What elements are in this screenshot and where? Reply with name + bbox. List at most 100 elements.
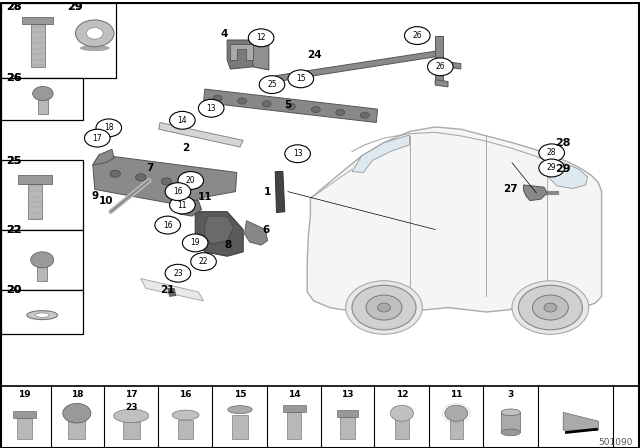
Text: 22: 22 [199, 257, 208, 266]
Bar [22, 17, 53, 25]
Circle shape [287, 103, 296, 110]
Circle shape [170, 196, 195, 214]
Text: 29: 29 [67, 2, 83, 12]
Circle shape [352, 285, 416, 330]
Text: 11: 11 [178, 201, 187, 210]
Polygon shape [168, 289, 176, 297]
Polygon shape [195, 212, 243, 256]
Bar [178, 420, 193, 439]
Text: 20: 20 [6, 285, 22, 295]
Text: 23: 23 [173, 269, 183, 278]
Text: 1: 1 [264, 187, 271, 197]
Circle shape [31, 252, 54, 268]
Text: 20: 20 [186, 176, 196, 185]
Text: 15: 15 [234, 390, 246, 399]
Circle shape [33, 86, 53, 101]
FancyBboxPatch shape [1, 78, 83, 121]
Circle shape [248, 29, 274, 47]
Circle shape [161, 178, 172, 185]
Ellipse shape [228, 405, 252, 414]
Polygon shape [141, 279, 204, 301]
Circle shape [178, 172, 204, 190]
Circle shape [518, 285, 582, 330]
Text: 10: 10 [99, 196, 113, 207]
Circle shape [191, 253, 216, 271]
Circle shape [539, 159, 564, 177]
Text: 4: 4 [220, 29, 228, 39]
Text: 25: 25 [6, 155, 22, 166]
Text: 9: 9 [91, 191, 99, 201]
Text: 19: 19 [18, 390, 31, 399]
Bar [340, 417, 355, 439]
Ellipse shape [35, 313, 49, 317]
Text: 28: 28 [6, 2, 22, 12]
Text: 13: 13 [206, 104, 216, 113]
Text: 17: 17 [92, 134, 102, 142]
Text: 17: 17 [125, 390, 138, 399]
Polygon shape [563, 412, 598, 430]
Text: 28: 28 [6, 2, 22, 12]
Text: 26: 26 [412, 31, 422, 40]
Text: 16: 16 [173, 187, 183, 196]
Circle shape [311, 107, 320, 112]
Polygon shape [307, 127, 602, 312]
Circle shape [259, 76, 285, 94]
Text: 22: 22 [6, 224, 22, 235]
Circle shape [170, 112, 195, 129]
Circle shape [165, 264, 191, 282]
Circle shape [512, 281, 589, 334]
Circle shape [532, 295, 568, 320]
Circle shape [84, 129, 110, 147]
Ellipse shape [172, 410, 199, 420]
Text: 22: 22 [6, 224, 22, 235]
Text: 6: 6 [262, 224, 269, 234]
Text: 2: 2 [182, 143, 189, 153]
Polygon shape [547, 160, 588, 189]
Bar [287, 412, 301, 439]
Ellipse shape [501, 409, 520, 416]
Polygon shape [227, 40, 253, 69]
Circle shape [76, 20, 114, 47]
Circle shape [285, 145, 310, 163]
Polygon shape [179, 198, 202, 216]
Text: 3: 3 [508, 390, 514, 399]
Circle shape [110, 170, 120, 177]
Text: 14: 14 [177, 116, 188, 125]
Polygon shape [275, 51, 437, 82]
Bar [283, 405, 306, 412]
Circle shape [378, 303, 390, 312]
Circle shape [288, 70, 314, 88]
Ellipse shape [501, 429, 520, 436]
Circle shape [182, 234, 208, 252]
Text: 26: 26 [435, 62, 445, 71]
Circle shape [86, 27, 103, 39]
Bar [38, 96, 48, 114]
Text: 14: 14 [288, 390, 301, 399]
Text: 29: 29 [67, 2, 83, 12]
FancyBboxPatch shape [1, 229, 83, 290]
Text: 18: 18 [70, 390, 83, 399]
Polygon shape [435, 60, 461, 69]
Bar [28, 184, 42, 219]
Circle shape [404, 27, 430, 44]
Polygon shape [205, 216, 234, 244]
Circle shape [155, 216, 180, 234]
Polygon shape [435, 80, 448, 87]
Text: 29: 29 [556, 164, 571, 174]
Text: 12: 12 [396, 390, 408, 399]
Polygon shape [159, 122, 243, 147]
Circle shape [262, 101, 271, 107]
Text: 501090: 501090 [598, 438, 632, 447]
Polygon shape [93, 149, 114, 165]
Text: 11: 11 [450, 390, 463, 399]
Bar [395, 418, 409, 439]
Text: 18: 18 [104, 123, 113, 132]
Circle shape [544, 303, 557, 312]
Polygon shape [435, 35, 443, 82]
Bar [37, 262, 47, 281]
Text: 26: 26 [6, 73, 22, 83]
Bar [18, 175, 52, 184]
Bar [68, 417, 85, 439]
Circle shape [336, 109, 345, 116]
Text: 11: 11 [198, 193, 212, 202]
